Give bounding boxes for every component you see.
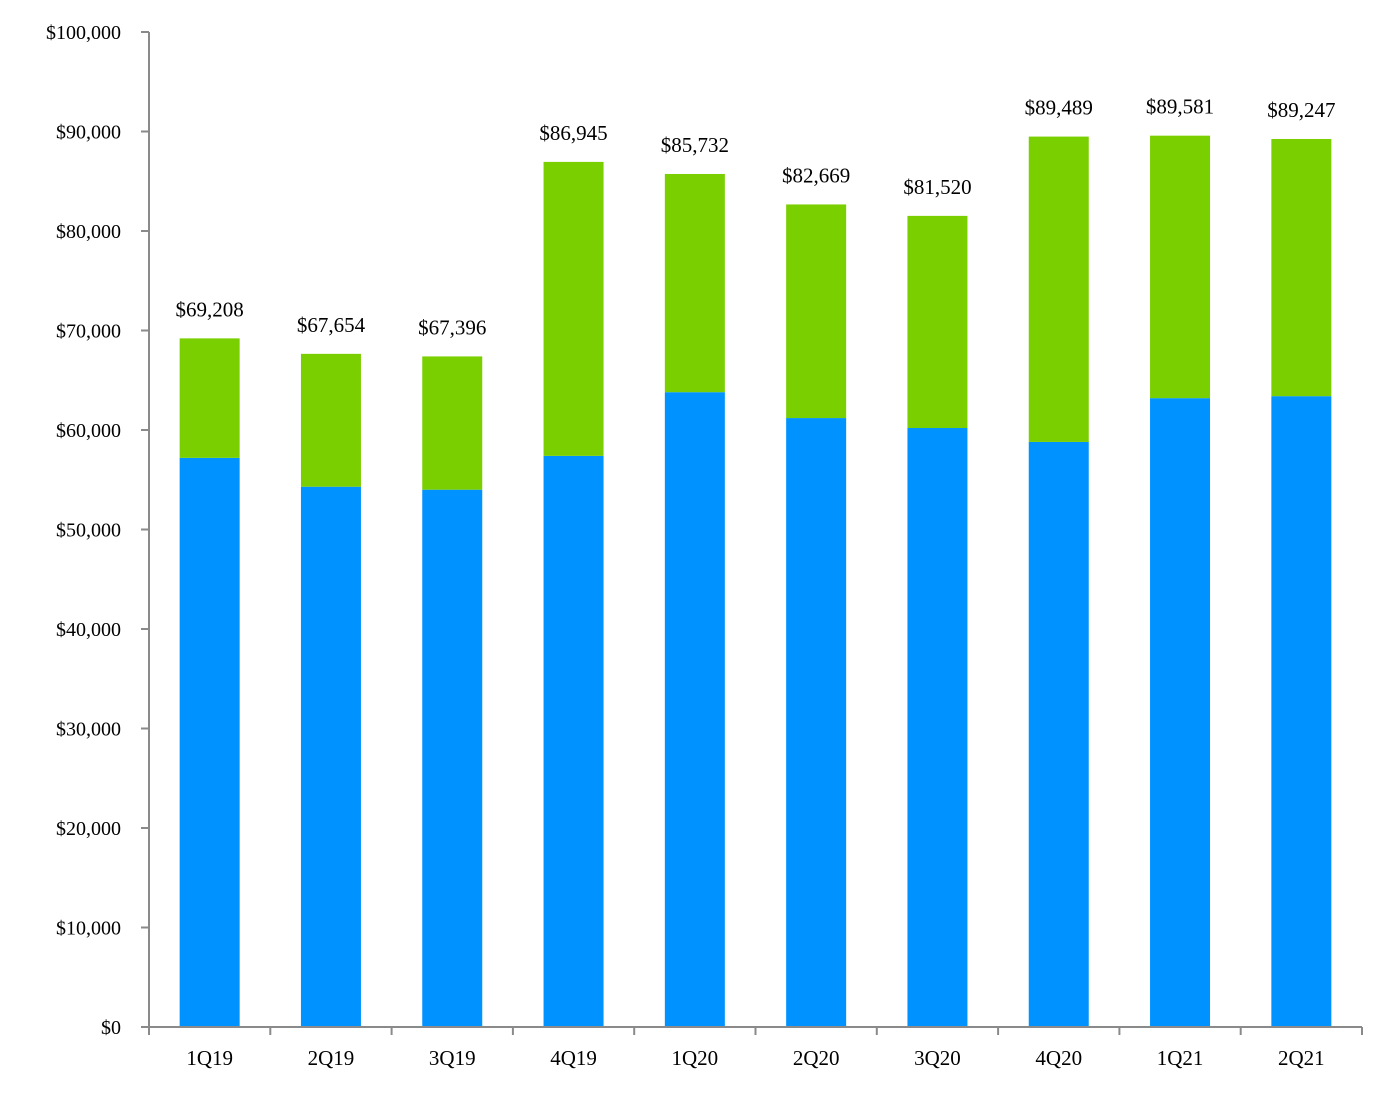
bar-total-label: $81,520 [903,175,971,199]
bar-bottom-segment [786,418,847,1027]
x-tick-label: 1Q19 [186,1046,233,1070]
total-labels: $69,208 $67,654 $67,396 $86,945 $85,732 $82,6… [176,95,1336,340]
bar-bottom-segment [1271,396,1332,1027]
bar-bottom-segment [1028,441,1089,1027]
y-tick-label: $30,000 [56,719,121,741]
bar-bottom-segment [1150,398,1211,1027]
bar-total-label: $67,396 [418,315,486,339]
bar-total-label: $69,208 [176,297,244,321]
y-tick-label: $100,000 [46,22,121,44]
y-tick-label: $60,000 [56,420,121,442]
y-tick-label: $10,000 [56,918,121,940]
bar-top-segment [786,204,847,419]
x-tick-label: 2Q19 [308,1046,355,1070]
x-axis: 1Q19 2Q19 3Q19 4Q19 1Q20 2Q20 3Q20 4Q20 1Q21 2Q21 [148,1026,1363,1070]
x-tick-label: 2Q21 [1278,1046,1325,1070]
bar-top-segment [664,173,725,393]
bar-total-label: $89,247 [1267,98,1335,122]
bar-total-label: $89,581 [1146,95,1214,119]
bar-bottom-segment [422,489,483,1027]
bar-top-segment [543,161,604,456]
x-tick-label: 3Q19 [429,1046,476,1070]
bar-total-label: $85,732 [661,133,729,157]
bar-total-label: $86,945 [539,121,607,145]
y-tick-label: $20,000 [56,818,121,840]
bar-total-label: $67,654 [297,313,366,337]
x-tick-label: 1Q20 [672,1046,719,1070]
bar-bottom-segment [300,486,361,1028]
bar-top-segment [300,353,361,487]
bar-total-label: $82,669 [782,163,850,187]
bars [179,135,1332,1028]
x-tick-label: 1Q21 [1157,1046,1204,1070]
bar-bottom-segment [664,392,725,1027]
y-tick-label: $50,000 [56,520,121,542]
x-tick-label: 4Q19 [550,1046,597,1070]
bar-bottom-segment [543,455,604,1027]
x-tick-label: 2Q20 [793,1046,840,1070]
bar-top-segment [179,338,240,458]
y-tick-label: $80,000 [56,221,121,243]
y-tick-label: $90,000 [56,122,121,144]
bar-top-segment [1028,136,1089,442]
x-tick-label: 4Q20 [1035,1046,1082,1070]
bar-bottom-segment [179,457,240,1027]
bar-top-segment [1271,138,1332,397]
bar-total-label: $89,489 [1025,96,1093,120]
y-tick-label: $40,000 [56,619,121,641]
bar-top-segment [422,356,483,490]
bar-top-segment [907,215,968,429]
y-tick-label: $0 [101,1017,121,1039]
bar-bottom-segment [907,428,968,1027]
y-tick-label: $70,000 [56,321,121,343]
y-axis: $0 $10,000 $20,000 $30,000 $40,000 $50,000 $60… [46,22,150,1039]
x-tick-label: 3Q20 [914,1046,961,1070]
bar-top-segment [1150,135,1211,399]
